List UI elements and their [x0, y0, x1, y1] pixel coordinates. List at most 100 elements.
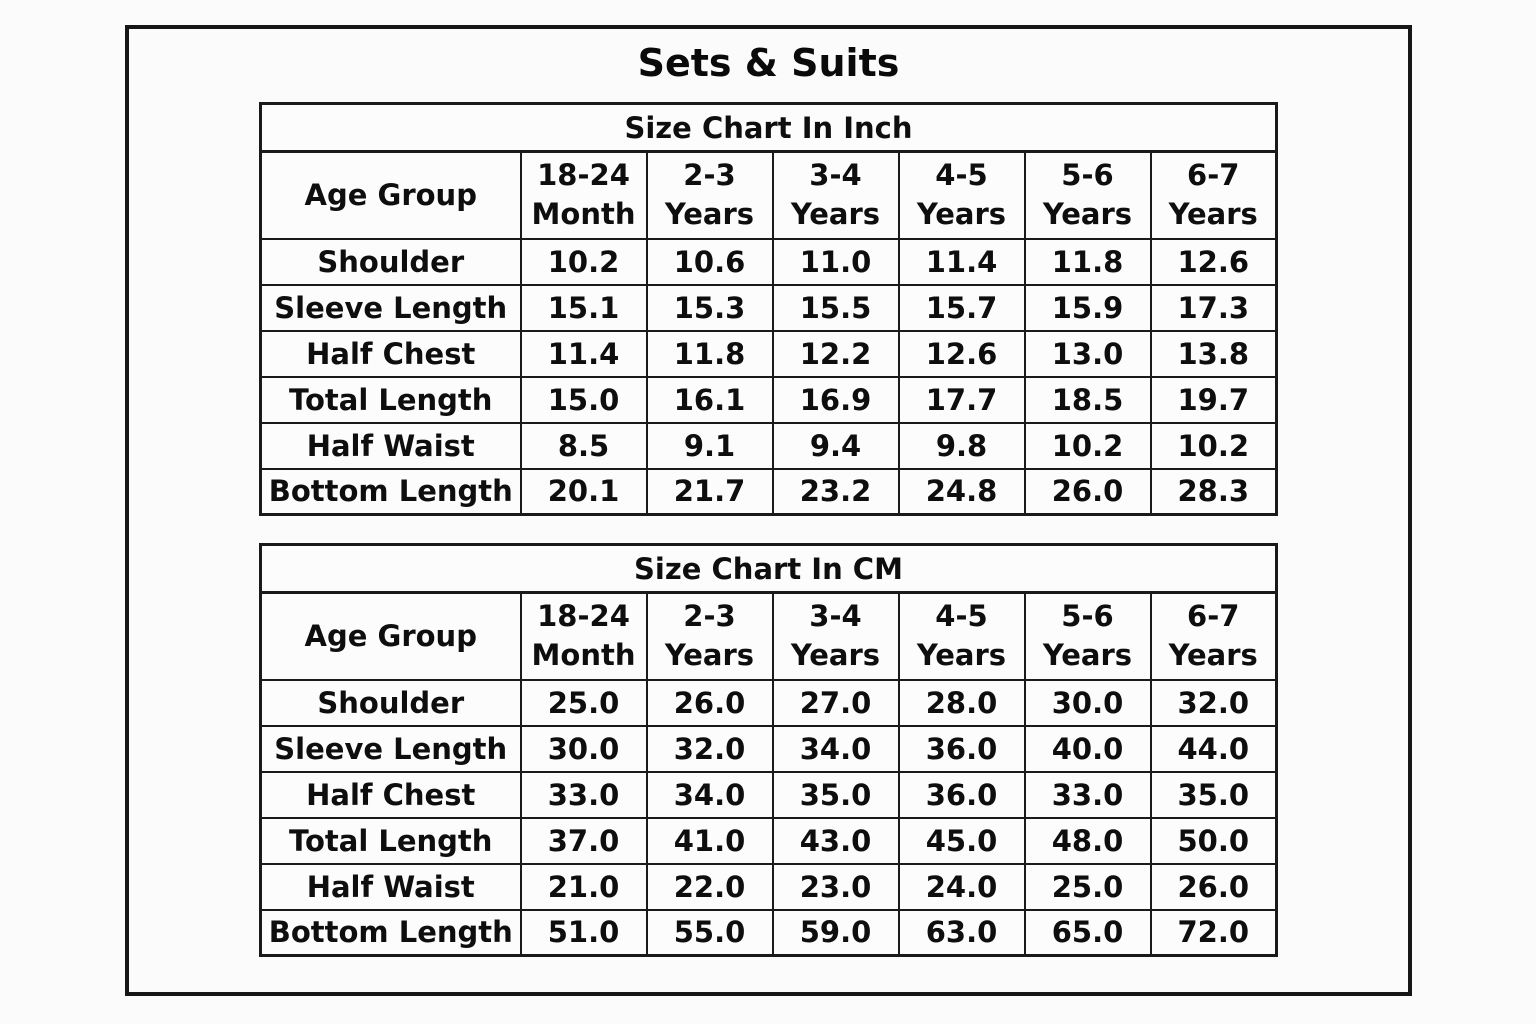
size-value-cell: 11.4	[897, 237, 1026, 286]
size-value-cell: 59.0	[771, 908, 900, 957]
age-range: 18-24	[537, 158, 630, 193]
size-value-cell: 41.0	[645, 816, 774, 865]
age-range: 18-24	[537, 599, 630, 634]
size-value-cell: 44.0	[1149, 724, 1278, 773]
age-column-header: 5-6 Years	[1023, 591, 1152, 681]
age-unit: Years	[916, 197, 1007, 232]
size-value-cell: 23.0	[771, 862, 900, 911]
age-column-header: 6-7 Years	[1149, 150, 1278, 240]
size-value-cell: 36.0	[897, 724, 1026, 773]
row-label: Sleeve Length	[259, 724, 522, 773]
size-value-cell: 11.8	[645, 329, 774, 378]
size-value-cell: 26.0	[1149, 862, 1278, 911]
age-range: 2-3	[683, 158, 736, 193]
size-value-cell: 32.0	[645, 724, 774, 773]
table-row: Shoulder 10.2 10.6 11.0 11.4 11.8 12.6	[259, 237, 1278, 286]
size-value-cell: 26.0	[1023, 467, 1152, 516]
size-value-cell: 9.8	[897, 421, 1026, 470]
age-range: 4-5	[935, 158, 988, 193]
size-value-cell: 48.0	[1023, 816, 1152, 865]
size-value-cell: 8.5	[519, 421, 648, 470]
age-column-header: 18-24 Month	[519, 591, 648, 681]
size-value-cell: 10.2	[519, 237, 648, 286]
table-row: Half Chest 11.4 11.8 12.2 12.6 13.0 13.8	[259, 329, 1278, 378]
size-value-cell: 13.0	[1023, 329, 1152, 378]
age-column-header: 18-24 Month	[519, 150, 648, 240]
size-value-cell: 11.4	[519, 329, 648, 378]
row-label: Bottom Length	[259, 908, 522, 957]
size-value-cell: 15.5	[771, 283, 900, 332]
size-value-cell: 11.0	[771, 237, 900, 286]
size-value-cell: 15.7	[897, 283, 1026, 332]
age-column-header: 3-4 Years	[771, 591, 900, 681]
age-header-row: Age Group 18-24 Month 2-3 Years 3-4 Years 4…	[259, 150, 1278, 240]
age-column-header: 5-6 Years	[1023, 150, 1152, 240]
size-value-cell: 12.6	[1149, 237, 1278, 286]
size-value-cell: 34.0	[645, 770, 774, 819]
age-unit: Years	[1042, 638, 1133, 673]
size-value-cell: 63.0	[897, 908, 1026, 957]
age-group-corner-header: Age Group	[259, 150, 522, 240]
row-label: Half Waist	[259, 862, 522, 911]
age-unit: Years	[916, 638, 1007, 673]
size-value-cell: 72.0	[1149, 908, 1278, 957]
age-range: 3-4	[809, 599, 862, 634]
row-label: Bottom Length	[259, 467, 522, 516]
age-range: 6-7	[1187, 599, 1240, 634]
size-value-cell: 21.7	[645, 467, 774, 516]
size-value-cell: 30.0	[1023, 678, 1152, 727]
size-value-cell: 55.0	[645, 908, 774, 957]
table-row: Sleeve Length 15.1 15.3 15.5 15.7 15.9 1…	[259, 283, 1278, 332]
size-value-cell: 25.0	[1023, 862, 1152, 911]
size-value-cell: 37.0	[519, 816, 648, 865]
age-unit: Years	[790, 638, 881, 673]
age-range: 3-4	[809, 158, 862, 193]
age-unit: Years	[790, 197, 881, 232]
age-unit: Years	[1042, 197, 1133, 232]
table-row: Bottom Length 20.1 21.7 23.2 24.8 26.0 2…	[259, 467, 1278, 516]
size-value-cell: 65.0	[1023, 908, 1152, 957]
size-value-cell: 9.1	[645, 421, 774, 470]
size-value-cell: 16.9	[771, 375, 900, 424]
row-label: Sleeve Length	[259, 283, 522, 332]
age-column-header: 2-3 Years	[645, 591, 774, 681]
table-title-row: Size Chart In CM	[259, 543, 1278, 594]
size-value-cell: 10.6	[645, 237, 774, 286]
age-range: 5-6	[1061, 158, 1114, 193]
age-range: 5-6	[1061, 599, 1114, 634]
size-value-cell: 12.2	[771, 329, 900, 378]
size-value-cell: 13.8	[1149, 329, 1278, 378]
size-value-cell: 27.0	[771, 678, 900, 727]
size-value-cell: 32.0	[1149, 678, 1278, 727]
size-chart-inch-table: Size Chart In Inch Age Group 18-24 Month …	[259, 102, 1278, 516]
size-value-cell: 33.0	[519, 770, 648, 819]
size-value-cell: 15.9	[1023, 283, 1152, 332]
size-value-cell: 33.0	[1023, 770, 1152, 819]
size-value-cell: 15.1	[519, 283, 648, 332]
size-value-cell: 43.0	[771, 816, 900, 865]
age-column-header: 4-5 Years	[897, 591, 1026, 681]
table-title-row: Size Chart In Inch	[259, 102, 1278, 153]
size-value-cell: 50.0	[1149, 816, 1278, 865]
size-value-cell: 11.8	[1023, 237, 1152, 286]
size-value-cell: 28.3	[1149, 467, 1278, 516]
age-unit: Month	[531, 197, 636, 232]
size-value-cell: 30.0	[519, 724, 648, 773]
size-value-cell: 34.0	[771, 724, 900, 773]
size-value-cell: 36.0	[897, 770, 1026, 819]
table-row: Half Waist 21.0 22.0 23.0 24.0 25.0 26.0	[259, 862, 1278, 911]
size-value-cell: 16.1	[645, 375, 774, 424]
table-title-cm: Size Chart In CM	[259, 543, 1278, 594]
size-value-cell: 18.5	[1023, 375, 1152, 424]
row-label: Half Waist	[259, 421, 522, 470]
outer-frame: Sets & Suits Size Chart In Inch Age Grou…	[125, 25, 1412, 996]
age-range: 6-7	[1187, 158, 1240, 193]
row-label: Total Length	[259, 375, 522, 424]
size-value-cell: 20.1	[519, 467, 648, 516]
row-label: Half Chest	[259, 329, 522, 378]
row-label: Total Length	[259, 816, 522, 865]
size-value-cell: 28.0	[897, 678, 1026, 727]
size-value-cell: 12.6	[897, 329, 1026, 378]
age-header-row: Age Group 18-24 Month 2-3 Years 3-4 Years 4…	[259, 591, 1278, 681]
size-value-cell: 9.4	[771, 421, 900, 470]
